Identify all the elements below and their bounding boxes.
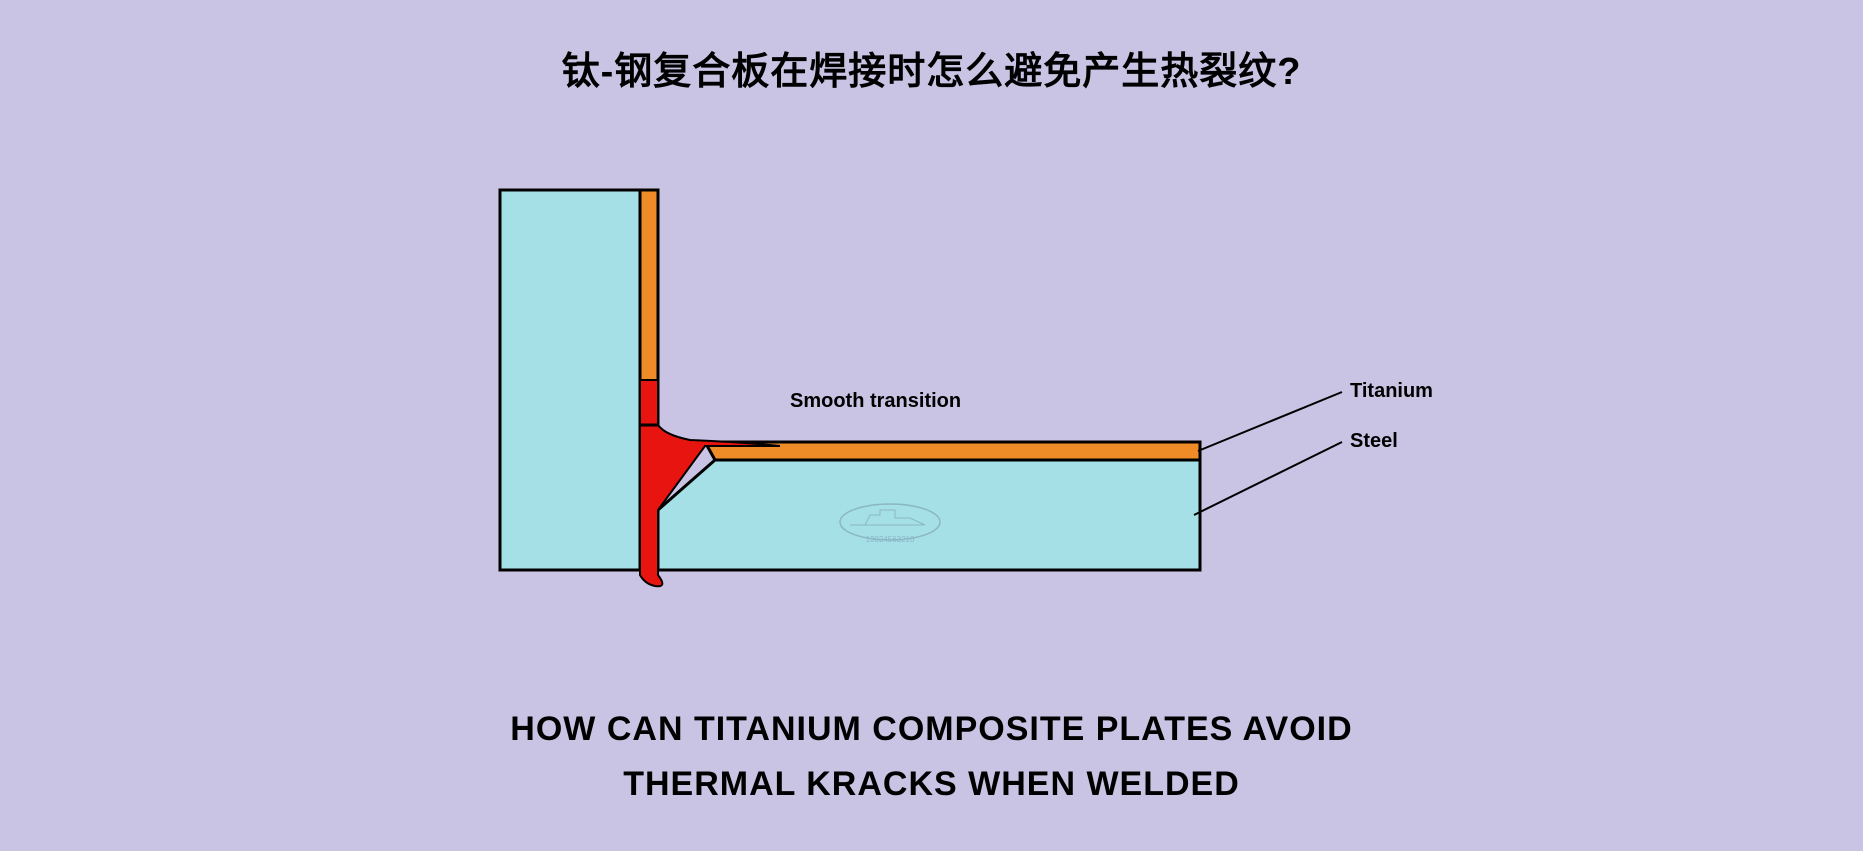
title-english-line1: HOW CAN TITANIUM COMPOSITE PLATES AVOID [0,702,1863,756]
leader-titanium [1198,392,1342,451]
label-titanium: Titanium [1350,380,1433,403]
horizontal-titanium [705,442,1200,460]
leader-steel [1194,442,1342,515]
vertical-steel [500,190,640,570]
label-smooth-transition: Smooth transition [790,390,961,413]
horizontal-steel [658,460,1200,570]
title-chinese: 钛-钢复合板在焊接时怎么避免产生热裂纹? [0,40,1863,95]
title-english: HOW CAN TITANIUM COMPOSITE PLATES AVOID … [0,702,1863,811]
weld-diagram: Smooth transition Titanium Steel 1302456… [480,180,1380,610]
title-english-line2: THERMAL KRACKS WHEN WELDED [0,757,1863,811]
label-steel: Steel [1350,430,1398,453]
